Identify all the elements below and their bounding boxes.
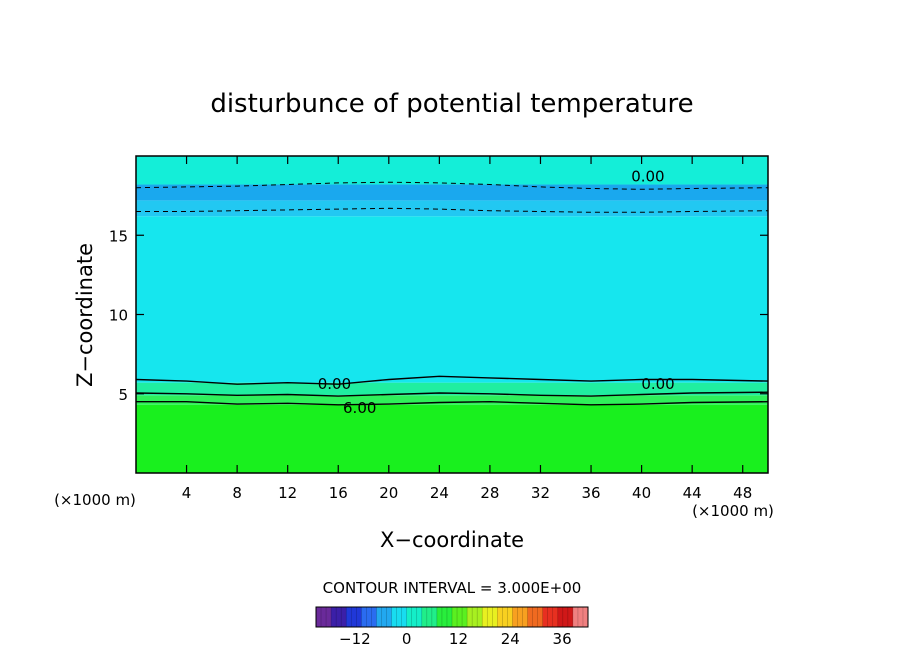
colorbar-swatch-14 xyxy=(527,607,544,627)
x-axis-label: X−coordinate xyxy=(380,528,524,552)
x-tick-label-3: 16 xyxy=(329,484,348,502)
colorbar-tick-label-2: 12 xyxy=(449,630,468,648)
colorbar-swatch-2 xyxy=(346,607,362,627)
band-6 xyxy=(136,156,768,185)
colorbar-swatch-15 xyxy=(542,607,559,627)
colorbar-swatch-17 xyxy=(572,607,589,627)
y-axis-label: Z−coordinate xyxy=(73,243,97,387)
x-axis-ticks: 4 8 12 16 20 24 28 32 36 40 44 48 xyxy=(182,156,752,502)
contour-line-4 xyxy=(136,181,768,190)
colorbar-swatch-10 xyxy=(467,607,483,627)
colorbar-swatch-6 xyxy=(406,607,423,627)
x-tick-label-9: 40 xyxy=(632,484,651,502)
band-4 xyxy=(136,200,768,217)
x-tick-label-4: 20 xyxy=(379,484,398,502)
colorbar-swatch-16 xyxy=(557,607,574,627)
x-tick-label-5: 24 xyxy=(430,484,449,502)
colorbar-swatch-5 xyxy=(391,607,408,627)
band-1 xyxy=(136,395,768,405)
colorbar-swatch-8 xyxy=(436,607,453,627)
x-tick-label-10: 44 xyxy=(683,484,702,502)
colorbar-tick-label-1: 0 xyxy=(402,630,412,648)
color-bands xyxy=(136,156,768,473)
contour-label-1: 0.00 xyxy=(318,375,351,393)
chart-title: disturbunce of potential temperature xyxy=(210,89,693,119)
x-tick-label-11: 48 xyxy=(733,484,752,502)
colorbar xyxy=(315,606,589,628)
band-0 xyxy=(136,404,768,473)
contour-labels: 0.00 0.00 0.00 6.00 xyxy=(318,168,675,417)
colorbar-frame xyxy=(315,606,589,628)
x-tick-label-6: 28 xyxy=(480,484,499,502)
colorbar-swatch-12 xyxy=(497,607,513,627)
contour-label-3: 6.00 xyxy=(343,399,376,417)
band-2 xyxy=(136,382,768,396)
band-5 xyxy=(136,184,768,201)
band-3 xyxy=(136,216,768,383)
plot-area: 0.00 0.00 0.00 6.00 xyxy=(136,156,768,473)
contour-line-1 xyxy=(136,391,768,397)
contour-line-2 xyxy=(136,375,768,385)
x-tick-label-0: 4 xyxy=(182,484,192,502)
x-tick-label-7: 32 xyxy=(531,484,550,502)
contour-lines xyxy=(136,181,768,406)
colorbar-swatch-0 xyxy=(316,607,332,627)
colorbar-swatch-7 xyxy=(421,607,438,627)
y-tick-label-2: 15 xyxy=(109,227,128,245)
colorbar-swatch-9 xyxy=(452,607,468,627)
x-unit-left: (×1000 m) xyxy=(54,491,136,509)
y-tick-label-1: 10 xyxy=(109,307,128,325)
colorbar-tick-label-3: 24 xyxy=(501,630,520,648)
y-tick-label-0: 5 xyxy=(118,386,128,404)
colorbar-swatch-11 xyxy=(482,607,498,627)
contour-line-0 xyxy=(136,400,768,406)
colorbar-tick-label-4: 36 xyxy=(553,630,572,648)
colorbar-swatch-1 xyxy=(331,607,347,627)
y-axis-ticks: 5 10 15 xyxy=(109,227,768,404)
colorbar-tick-label-0: −12 xyxy=(339,630,371,648)
x-tick-label-2: 12 xyxy=(278,484,297,502)
colorbar-swatch-4 xyxy=(376,607,393,627)
contour-line-3 xyxy=(136,207,768,213)
contour-label-2: 0.00 xyxy=(641,375,674,393)
x-tick-label-8: 36 xyxy=(581,484,600,502)
contour-interval-text: CONTOUR INTERVAL = 3.000E+00 xyxy=(323,579,582,597)
colorbar-swatch-3 xyxy=(361,607,377,627)
x-tick-label-1: 8 xyxy=(232,484,242,502)
x-unit-right: (×1000 m) xyxy=(692,502,774,520)
colorbar-tick-labels: −12 0 12 24 36 xyxy=(339,630,572,648)
contour-label-0: 0.00 xyxy=(631,168,664,186)
colorbar-swatch-13 xyxy=(512,607,529,627)
